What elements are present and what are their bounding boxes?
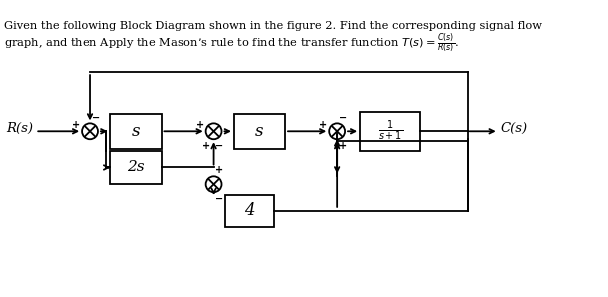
- Bar: [234, 114, 285, 149]
- Text: R(s): R(s): [7, 122, 33, 135]
- Text: 4: 4: [244, 202, 255, 219]
- Text: +: +: [196, 119, 204, 129]
- Text: 2s: 2s: [127, 160, 145, 174]
- Bar: [225, 195, 274, 227]
- Text: Given the following Block Diagram shown in the figure 2. Find the corresponding : Given the following Block Diagram shown …: [4, 21, 542, 31]
- Text: −: −: [215, 141, 224, 151]
- Bar: [110, 114, 162, 149]
- Bar: [360, 112, 420, 151]
- Text: graph, and then Apply the Mason’s rule to find the transfer function $T(s) = \fr: graph, and then Apply the Mason’s rule t…: [4, 31, 458, 55]
- Bar: [110, 151, 162, 184]
- Text: s: s: [132, 123, 140, 140]
- Text: +: +: [215, 165, 224, 176]
- Text: s: s: [255, 123, 264, 140]
- Text: +: +: [339, 141, 347, 151]
- Text: $\frac{1}{s+1}$: $\frac{1}{s+1}$: [378, 119, 402, 143]
- Text: −: −: [92, 113, 100, 122]
- Text: +: +: [72, 119, 80, 129]
- Text: −: −: [215, 194, 224, 204]
- Text: +: +: [202, 141, 210, 151]
- Text: −: −: [339, 113, 347, 122]
- Text: +: +: [319, 119, 328, 129]
- Text: C(s): C(s): [500, 122, 528, 135]
